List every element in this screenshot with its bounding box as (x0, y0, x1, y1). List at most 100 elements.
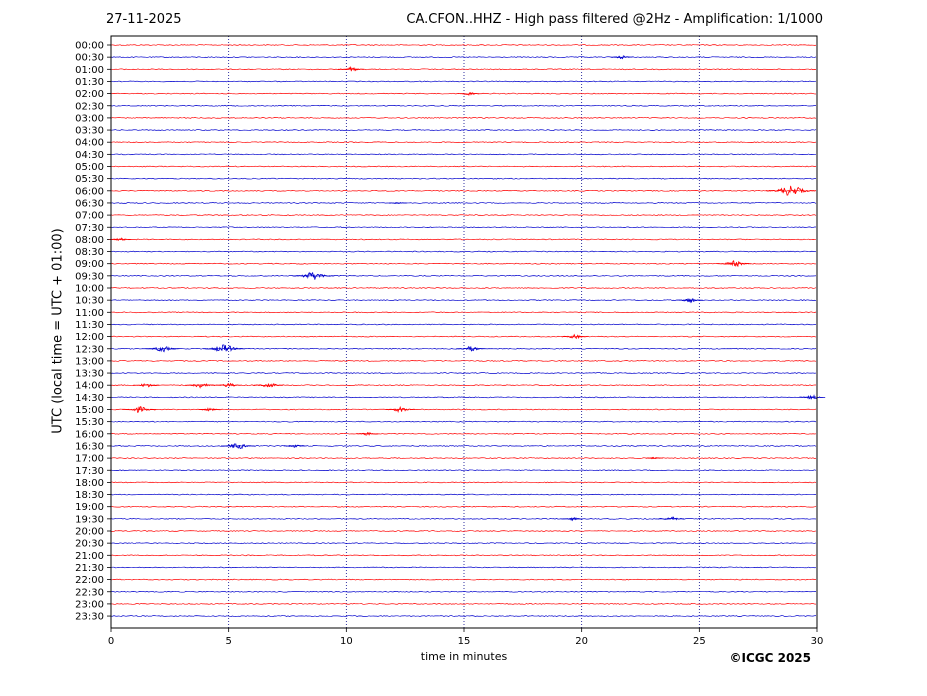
trace-line (110, 493, 817, 496)
trace-line (110, 189, 817, 192)
x-tick-label: 30 (811, 636, 824, 647)
seismic-event (457, 92, 480, 96)
seismic-event (292, 271, 335, 280)
y-tick-label: 06:00 (75, 186, 104, 197)
y-tick-label: 16:30 (75, 441, 104, 452)
y-tick-label: 17:00 (75, 454, 104, 465)
y-tick-label: 15:00 (75, 405, 104, 416)
copyright-notice: ©ICGC 2025 (729, 651, 811, 665)
seismic-event (198, 407, 221, 412)
trace-line (110, 202, 817, 204)
y-tick-label: 04:30 (75, 150, 104, 161)
trace-line (110, 603, 817, 605)
y-tick-label: 02:00 (75, 89, 104, 100)
seismic-event (610, 55, 633, 60)
seismic-event (145, 346, 180, 353)
trace-line (110, 530, 817, 532)
y-tick-label: 00:30 (75, 53, 104, 64)
trace-line (110, 457, 817, 459)
seismic-event (561, 516, 583, 522)
y-tick-label: 20:00 (75, 527, 104, 538)
trace-line (110, 262, 817, 265)
y-tick-label: 09:00 (75, 259, 104, 270)
seismic-event (253, 383, 284, 388)
trace-line (110, 250, 817, 253)
seismic-event (645, 456, 664, 460)
seismic-event (456, 345, 486, 352)
y-tick-label: 12:00 (75, 332, 104, 343)
trace-line (110, 590, 817, 593)
y-tick-label: 01:00 (75, 65, 104, 76)
trace-line (110, 141, 817, 144)
seismic-event (658, 516, 685, 521)
seismic-event (766, 185, 816, 196)
trace-line (110, 408, 817, 411)
trace-line (110, 445, 817, 447)
seismic-event (799, 394, 826, 400)
trace-line (110, 518, 817, 520)
x-tick-label: 15 (458, 636, 471, 647)
trace-line (110, 238, 817, 241)
y-tick-label: 05:00 (75, 162, 104, 173)
trace-line (110, 505, 817, 508)
y-tick-label: 11:00 (75, 308, 104, 319)
y-tick-label: 01:30 (75, 77, 104, 88)
trace-line (110, 44, 817, 46)
trace-line (110, 323, 817, 326)
trace-line (110, 129, 817, 131)
y-tick-label: 03:30 (75, 126, 104, 137)
y-tick-label: 04:00 (75, 138, 104, 149)
trace-line (110, 542, 817, 544)
trace-line (110, 432, 817, 435)
trace-line (110, 420, 817, 423)
seismic-event (717, 260, 752, 268)
seismic-event (283, 444, 306, 448)
trace-line (110, 311, 817, 314)
y-tick-label: 10:00 (75, 284, 104, 295)
trace-line (110, 554, 817, 557)
y-tick-label: 05:30 (75, 174, 104, 185)
y-tick-label: 14:30 (75, 393, 104, 404)
x-axis-label: time in minutes (420, 650, 508, 663)
trace-line (110, 226, 817, 229)
y-tick-label: 22:00 (75, 575, 104, 586)
y-tick-label: 02:30 (75, 101, 104, 112)
y-tick-label: 12:30 (75, 344, 104, 355)
y-tick-label: 23:00 (75, 599, 104, 610)
trace-line (110, 56, 817, 58)
trace-line (110, 335, 817, 338)
y-tick-label: 09:30 (75, 271, 104, 282)
y-tick-label: 14:00 (75, 381, 104, 392)
y-tick-label: 18:30 (75, 490, 104, 501)
chart-title: CA.CFON..HHZ - High pass filtered @2Hz -… (406, 12, 823, 27)
x-tick-label: 10 (340, 636, 353, 647)
x-tick-label: 0 (108, 636, 114, 647)
trace-line (110, 104, 817, 107)
trace-line (110, 287, 817, 289)
seismic-event (389, 201, 407, 205)
seismic-event (356, 431, 379, 436)
seismic-event (202, 344, 246, 352)
trace-line (110, 566, 817, 569)
y-tick-label: 21:00 (75, 551, 104, 562)
y-tick-label: 18:00 (75, 478, 104, 489)
y-tick-label: 03:00 (75, 113, 104, 124)
x-tick-label: 25 (693, 636, 706, 647)
x-tick-label: 5 (225, 636, 231, 647)
seismic-event (133, 383, 160, 388)
trace-line (110, 396, 817, 399)
y-tick-label: 15:30 (75, 417, 104, 428)
trace-line (110, 615, 817, 617)
y-tick-label: 13:00 (75, 356, 104, 367)
seismic-event (561, 333, 588, 340)
y-tick-label: 21:30 (75, 563, 104, 574)
seismic-event (385, 405, 415, 414)
trace-line (110, 299, 817, 301)
trace-line (110, 578, 817, 581)
trace-line (110, 153, 817, 156)
y-tick-label: 10:30 (75, 296, 104, 307)
trace-line (110, 214, 817, 216)
trace-line (110, 469, 817, 472)
x-tick-label: 20 (575, 636, 588, 647)
